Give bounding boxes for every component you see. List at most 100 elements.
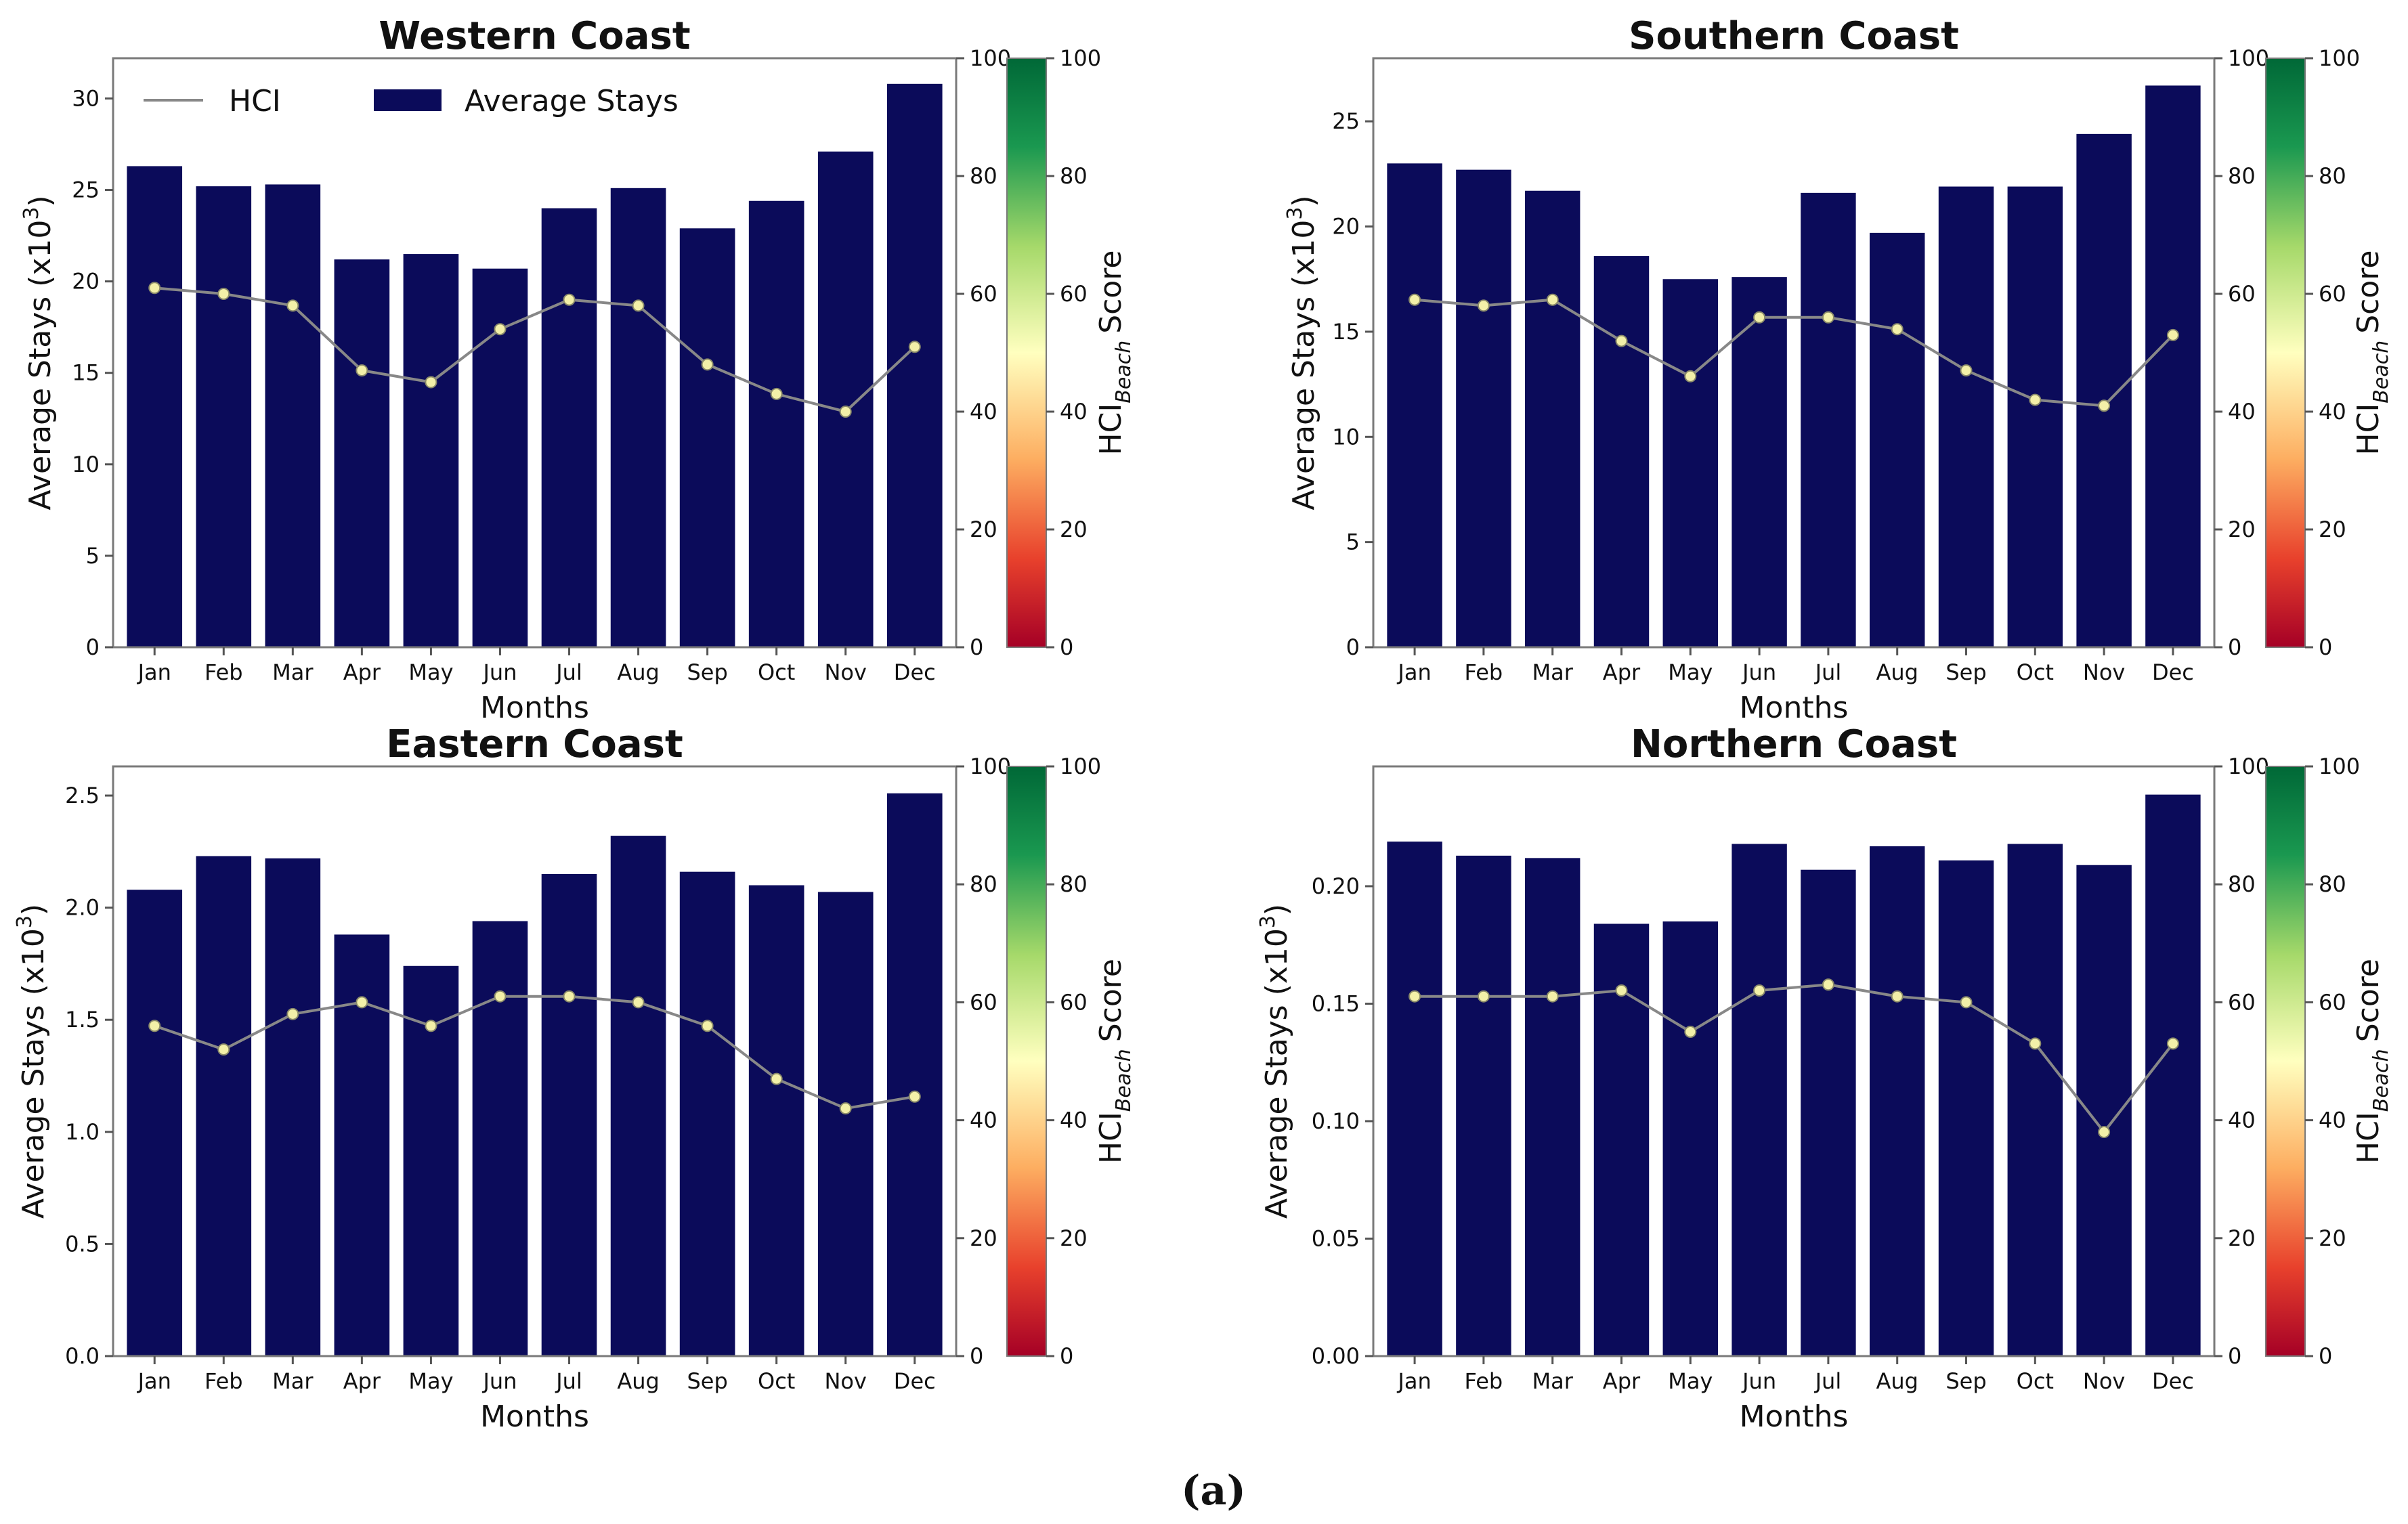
- bar-apr: [334, 259, 390, 647]
- colorbar-label-tail: Score: [1094, 251, 1128, 334]
- x-tick-label: Jul: [555, 659, 582, 685]
- bar-may: [1662, 921, 1719, 1356]
- colorbar-label-tail: Score: [1094, 959, 1128, 1042]
- colorbar-strip: [1006, 58, 1047, 648]
- hci-tick-label: 40: [2228, 1108, 2256, 1133]
- x-tick-label: Nov: [2083, 659, 2125, 685]
- y-tick-label: 15: [72, 360, 100, 386]
- y-tick-label: 20: [72, 269, 100, 295]
- x-axis-ticks: Jan Feb Mar Apr May Jun Jul Aug Sep Oct Nov Dec: [137, 647, 936, 685]
- x-tick-label: Aug: [617, 659, 659, 685]
- bar-jan: [127, 166, 183, 648]
- x-tick-label: Oct: [758, 659, 795, 685]
- bar-jun: [472, 921, 528, 1356]
- bar-jul: [541, 873, 597, 1356]
- hci-point-sep: [701, 358, 714, 371]
- x-tick-label: Aug: [1876, 1368, 1918, 1394]
- hci-point-aug: [1891, 323, 1904, 336]
- colorbar-tick-label: 100: [2319, 754, 2360, 779]
- panels: Western Coast051015202530020406080100Jan…: [13, 14, 2393, 1434]
- x-tick-label: Jun: [1741, 1368, 1776, 1394]
- x-tick-label: Apr: [343, 1368, 381, 1394]
- colorbar-tick-label: 100: [1060, 45, 1101, 71]
- hci-point-aug: [632, 299, 645, 312]
- colorbar-strip: [2265, 58, 2306, 648]
- chart-title: Northern Coast: [1631, 722, 1957, 766]
- chart-panel-4: Northern Coast 0.00 0.05 0.10 0.15 0.20 0 20 40 6…: [1256, 722, 2393, 1434]
- bar-oct: [748, 885, 804, 1356]
- y-tick-label: 15: [1332, 319, 1360, 345]
- hci-tick-label: 60: [2228, 281, 2256, 307]
- hci-tick-label: 0: [970, 634, 983, 660]
- bar-jul: [1801, 869, 1856, 1356]
- axes-frame: [112, 765, 958, 1357]
- x-tick-label: Oct: [2017, 659, 2054, 685]
- bar-jul: [1801, 192, 1856, 647]
- x-tick-label: Mar: [1532, 659, 1574, 685]
- hci-point-nov: [2098, 399, 2111, 412]
- x-tick-label: Feb: [1465, 1368, 1503, 1394]
- hci-markers: [1409, 293, 2179, 412]
- colorbar-label-tail: Score: [2351, 251, 2386, 334]
- hci-point-jun: [494, 990, 507, 1003]
- y-tick-label: 0.20: [1312, 873, 1360, 899]
- colorbar-tick-label: 100: [1060, 754, 1101, 779]
- y-tick-label: 0: [86, 634, 100, 660]
- colorbar-tick-label: 0: [2319, 634, 2332, 660]
- hci-tick-label: 20: [970, 1225, 997, 1251]
- hci-point-aug: [1891, 990, 1904, 1003]
- bar-jul: [541, 208, 597, 647]
- y-axis-label-tail: ): [1287, 195, 1321, 206]
- y-tick-label: 5: [1346, 529, 1360, 555]
- hci-tick-label: 0: [970, 1343, 983, 1369]
- bar-series: [1387, 85, 2201, 648]
- hci-point-may: [425, 1020, 437, 1032]
- colorbar-tick-label: 60: [1060, 281, 1088, 307]
- bar-series: [127, 83, 943, 648]
- colorbar-tick-label: 0: [1060, 1343, 1073, 1369]
- colorbar-label-main: HCI: [1094, 1112, 1128, 1164]
- y-tick-label: 0.5: [65, 1231, 100, 1257]
- x-tick-label: Nov: [2083, 1368, 2125, 1394]
- hci-point-oct: [770, 1072, 783, 1085]
- hci-point-jul: [563, 990, 576, 1003]
- bar-dec: [2145, 85, 2201, 647]
- colorbar-tick-label: 20: [2319, 517, 2346, 542]
- bar-nov: [2076, 865, 2132, 1356]
- x-tick-label: Jan: [1396, 659, 1431, 685]
- hci-tick-label: 40: [2228, 399, 2256, 424]
- x-tick-label: Jun: [481, 659, 517, 685]
- legend: HCI Average Stays: [144, 84, 679, 118]
- hci-point-dec: [2166, 1037, 2179, 1050]
- hci-line: [1414, 298, 2174, 408]
- y-axis-label-superscript: 3: [1283, 207, 1307, 220]
- hci-point-nov: [839, 406, 852, 418]
- y-tick-label: 1.5: [65, 1007, 100, 1032]
- hci-point-jan: [1409, 293, 1421, 306]
- x-tick-label: Apr: [1603, 1368, 1641, 1394]
- y-axis-label-tail: ): [23, 195, 58, 206]
- colorbar-tick-label: 20: [2319, 1225, 2346, 1251]
- bar-may: [1662, 279, 1719, 647]
- y-tick-label: 0.00: [1312, 1343, 1360, 1369]
- x-axis-ticks: Jan Feb Mar Apr May Jun Jul Aug Sep Oct Nov Dec: [1396, 647, 2194, 685]
- bar-aug: [610, 835, 666, 1356]
- colorbar-label: HCIBeach Score: [1094, 959, 1136, 1164]
- hci-tick-label: 100: [970, 45, 1011, 71]
- hci-point-feb: [1477, 299, 1490, 312]
- hci-point-mar: [1546, 293, 1559, 306]
- legend-stays-swatch: [374, 89, 442, 111]
- hci-point-jun: [1753, 984, 1766, 997]
- bar-feb: [1456, 855, 1511, 1356]
- bar-series: [1387, 794, 2201, 1356]
- y-tick-label: 20: [1332, 214, 1360, 240]
- colorbar-tick-label: 80: [1060, 871, 1088, 897]
- hci-point-apr: [1615, 334, 1628, 347]
- chart-panel-3: Eastern Coast 0.0 0.5 1.0 1.5 2.0 2.5 0 20 40 60 80…: [13, 722, 1136, 1434]
- x-tick-label: Dec: [2152, 659, 2194, 685]
- colorbar-tick-label: 60: [2319, 989, 2346, 1015]
- hci-point-jun: [494, 323, 507, 336]
- hci-point-jan: [148, 1020, 161, 1032]
- bar-aug: [1869, 232, 1925, 648]
